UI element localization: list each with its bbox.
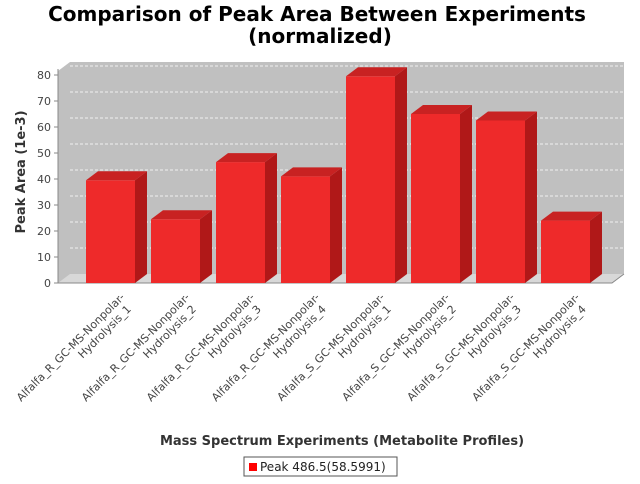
bar-front — [216, 162, 265, 283]
y-tick-label: 20 — [37, 225, 51, 238]
x-tick-label: Alfalfa_R_GC-MS-Nonpolar-Hydrolysis_1 — [14, 291, 134, 404]
bar-top — [281, 167, 342, 177]
bar-side — [200, 210, 212, 283]
bar — [411, 105, 472, 283]
legend-label: Peak 486.5(58.5991) — [260, 460, 386, 474]
chart-title-line-2: (normalized) — [248, 24, 392, 48]
bar-front — [476, 120, 525, 283]
bar-side — [460, 105, 472, 283]
bar — [346, 67, 407, 283]
x-tick-label: Alfalfa_R_GC-MS-Nonpolar-Hydrolysis_2 — [79, 291, 199, 404]
x-axis-title: Mass Spectrum Experiments (Metabolite Pr… — [160, 434, 524, 449]
bar-top — [86, 171, 147, 181]
x-tick-label-line: Alfalfa_R_GC-MS-Nonpolar- — [14, 291, 127, 404]
bar-front — [541, 220, 590, 283]
y-axis-title: Peak Area (1e-3) — [14, 110, 29, 233]
bar — [281, 167, 342, 283]
bars — [86, 67, 602, 283]
x-tick-label: Alfalfa_S_GC-MS-Nonpolar-Hydrolysis_1 — [275, 291, 394, 404]
bar-front — [86, 180, 135, 283]
bar-side — [525, 111, 537, 283]
y-tick-label: 60 — [37, 121, 51, 134]
y-tick-label: 10 — [37, 251, 51, 264]
legend-swatch — [249, 463, 257, 471]
x-tick-label: Alfalfa_S_GC-MS-Nonpolar-Hydrolysis_3 — [405, 291, 524, 404]
y-tick-label: 80 — [37, 69, 51, 82]
x-tick-label: Alfalfa_S_GC-MS-Nonpolar-Hydrolysis_4 — [470, 291, 589, 404]
x-tick-label: Alfalfa_S_GC-MS-Nonpolar-Hydrolysis_2 — [340, 291, 459, 404]
x-tick-label: Alfalfa_R_GC-MS-Nonpolar-Hydrolysis_4 — [209, 291, 329, 404]
x-tick-labels: Alfalfa_R_GC-MS-Nonpolar-Hydrolysis_1Alf… — [14, 291, 589, 404]
bar-top — [216, 153, 277, 163]
bar — [476, 111, 537, 283]
y-tick-label: 50 — [37, 147, 51, 160]
bar — [216, 153, 277, 283]
x-tick-label: Alfalfa_R_GC-MS-Nonpolar-Hydrolysis_3 — [144, 291, 264, 404]
bar-top — [346, 67, 407, 77]
y-tick-label: 40 — [37, 173, 51, 186]
chart-title-line-1: Comparison of Peak Area Between Experime… — [48, 2, 586, 26]
legend-box — [243, 456, 398, 477]
bar-top — [541, 211, 602, 221]
bar-front — [281, 176, 330, 283]
bar-top — [411, 105, 472, 114]
bar-front — [346, 76, 395, 283]
bar-side — [135, 171, 147, 283]
y-tick-label: 70 — [37, 95, 51, 108]
y-tick-labels: 0 10 20 30 40 50 60 70 80 — [37, 69, 58, 290]
y-tick-label: 0 — [44, 277, 51, 290]
bar-top — [476, 111, 537, 121]
bar-front — [411, 114, 460, 283]
y-tick-label: 30 — [37, 199, 51, 212]
bar-side — [395, 67, 407, 283]
bar-front — [151, 219, 200, 283]
bar — [151, 210, 212, 283]
bar-side — [330, 167, 342, 283]
bar-top — [151, 210, 212, 220]
bar — [541, 211, 602, 283]
bar-side — [590, 211, 602, 283]
legend: Peak 486.5(58.5991) — [243, 456, 398, 477]
bar — [86, 171, 147, 283]
bar-side — [265, 153, 277, 283]
